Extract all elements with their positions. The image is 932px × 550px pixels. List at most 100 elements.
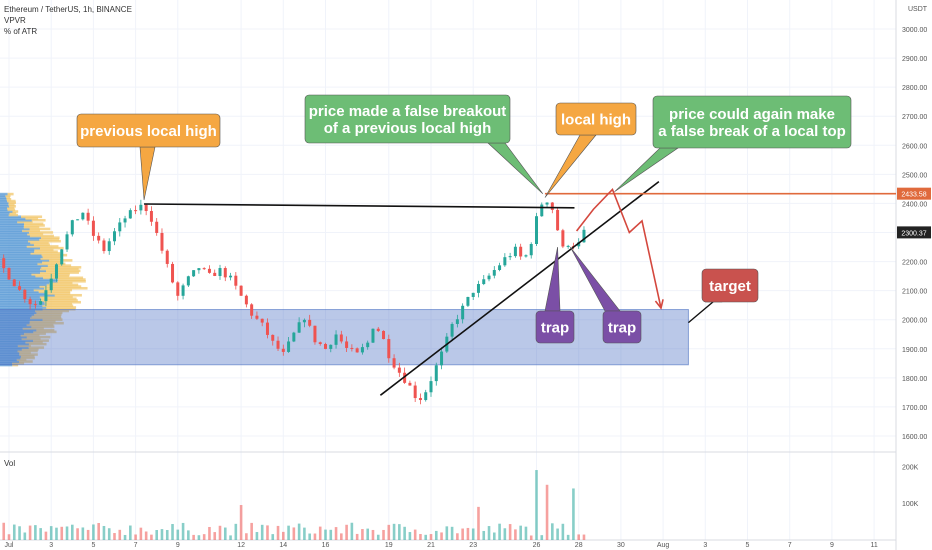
candle-body (492, 270, 496, 276)
vpvr-bar-up (0, 286, 45, 290)
candle-body (582, 229, 586, 243)
volume-bar (445, 526, 449, 540)
candle-body (39, 301, 43, 305)
symbol-title[interactable]: Ethereum / TetherUS, 1h, BINANCE (4, 5, 132, 14)
candle-body (123, 218, 127, 223)
volume-tick-label: 200K (902, 464, 919, 471)
vpvr-bar-down (30, 252, 61, 255)
volume-bar (134, 534, 137, 540)
candle-body (186, 276, 190, 286)
vpvr-bar-up (0, 196, 7, 199)
time-tick-label: 23 (469, 542, 477, 549)
previous-high-line (144, 203, 575, 209)
vpvr-bar-down (23, 225, 40, 229)
vpvr-bar-up (0, 252, 31, 255)
candle-body (244, 295, 248, 305)
candle-body (329, 344, 333, 349)
indicator-atr[interactable]: % of ATR (4, 27, 38, 36)
vpvr-bar-down (41, 266, 82, 269)
candle-body (345, 341, 349, 348)
candle-body (118, 222, 122, 232)
price-tick-label: 2200.00 (902, 260, 927, 267)
vpvr-bar-up (0, 313, 35, 316)
vpvr-bar-up (0, 288, 34, 292)
time-tick-label: 14 (279, 542, 287, 549)
volume-bar (102, 525, 106, 540)
vpvr-bar-down (46, 283, 79, 287)
candle-body (265, 322, 269, 335)
vpvr-bar-up (0, 283, 47, 287)
vpvr-bar-down (8, 201, 16, 205)
vpvr-bar-down (39, 285, 82, 288)
candle-body (107, 241, 111, 252)
volume-bar (155, 530, 158, 540)
volume-bar (461, 528, 464, 540)
vpvr-bar-up (0, 224, 24, 227)
vpvr-bar-down (41, 236, 60, 239)
volume-bar (7, 534, 11, 540)
candle-body (355, 348, 359, 353)
volume-bar (403, 526, 406, 540)
volume-bar (97, 523, 100, 540)
vpvr-bar-up (0, 321, 30, 325)
candle-body (371, 328, 375, 343)
vpvr-bar-up (0, 276, 44, 280)
vpvr-bar-down (24, 332, 46, 335)
volume-bar (44, 531, 48, 540)
volume-bar (366, 528, 369, 540)
time-tick-label: 21 (427, 542, 435, 549)
time-tick-label: 3 (703, 542, 707, 549)
price-tick-label: 1600.00 (902, 434, 927, 441)
candle-body (197, 268, 201, 271)
volume-bar (250, 522, 253, 540)
volume-bar (572, 488, 575, 540)
vpvr-bar-down (12, 361, 25, 365)
callout-false-breakout-text: of a previous local high (324, 120, 492, 137)
callout-trap-2: trap (569, 246, 642, 344)
candle-body (28, 299, 32, 305)
vpvr-bar-down (28, 342, 47, 346)
volume-bar (545, 484, 549, 540)
volume-bar (493, 532, 496, 540)
volume-bar (540, 535, 544, 540)
candle-body (144, 204, 148, 212)
volume-bar (234, 523, 238, 540)
volume-bar (139, 527, 143, 540)
vpvr-bar-up (0, 220, 18, 224)
vpvr-bar-down (40, 267, 79, 271)
candle-body (366, 342, 370, 348)
vpvr-bar-down (34, 313, 62, 316)
vpvr-bar-up (0, 204, 10, 208)
callout-previous-high: previous local high (76, 113, 221, 201)
annotation-lines (144, 180, 896, 396)
volume-bar (81, 527, 85, 540)
volume-bar (577, 534, 580, 540)
candle-body (292, 332, 296, 342)
candle-body (535, 216, 538, 244)
vpvr-bar-down (17, 349, 38, 353)
vpvr-bar-down (25, 217, 39, 220)
vpvr-bar-down (42, 260, 63, 264)
price-tick-label: 2400.00 (902, 201, 927, 208)
volume-label[interactable]: Vol (4, 459, 16, 468)
volume-bar (76, 528, 79, 540)
vpvr-bar-up (0, 339, 34, 342)
vpvr-bar-down (41, 297, 77, 301)
vpvr-bar-up (0, 335, 27, 339)
candle-body (192, 270, 196, 277)
vpvr-bar-up (0, 349, 18, 353)
vpvr-bar-down (31, 314, 61, 318)
vpvr-bar-down (31, 325, 55, 328)
candle-body (102, 240, 106, 252)
vpvr-bar-up (0, 246, 41, 250)
indicator-vpvr[interactable]: VPVR (4, 16, 26, 25)
vpvr-bar-down (39, 299, 78, 302)
vpvr-bar-down (33, 339, 49, 342)
vpvr-bar-down (41, 253, 68, 257)
vpvr-bar-down (33, 288, 73, 292)
price-tick-label: 2000.00 (902, 318, 927, 325)
vpvr-bar-down (22, 229, 40, 233)
candle-body (134, 210, 138, 212)
volume-bar (477, 506, 480, 540)
vpvr-bar-up (0, 225, 24, 229)
